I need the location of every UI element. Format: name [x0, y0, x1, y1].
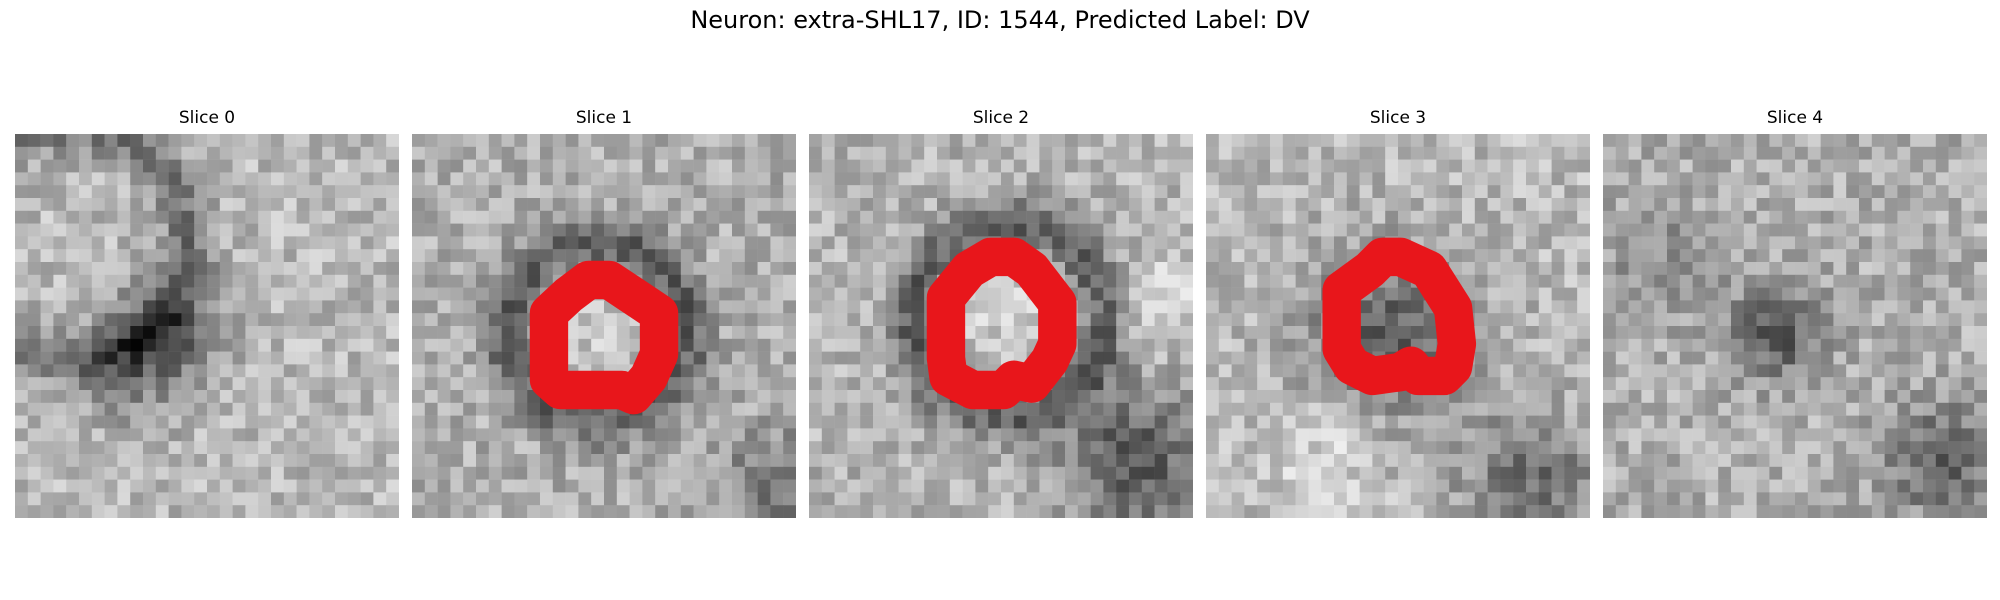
slice-title: Slice 0 — [178, 108, 236, 128]
figure-title: Neuron: extra-SHL17, ID: 1544, Predicted… — [690, 6, 1310, 34]
slice-image — [809, 134, 1193, 518]
slice-title: Slice 2 — [972, 108, 1030, 128]
slice-title: Slice 3 — [1369, 108, 1427, 128]
slice-title: Slice 4 — [1766, 108, 1824, 128]
segmentation-contour — [529, 260, 679, 415]
slice-title: Slice 1 — [575, 108, 633, 128]
slice-image — [15, 134, 399, 518]
segmentation-contour — [1322, 237, 1477, 396]
slice-image — [412, 134, 796, 518]
segmentation-contour — [926, 237, 1077, 410]
slice-image — [1603, 134, 1987, 518]
slice-image — [1206, 134, 1590, 518]
